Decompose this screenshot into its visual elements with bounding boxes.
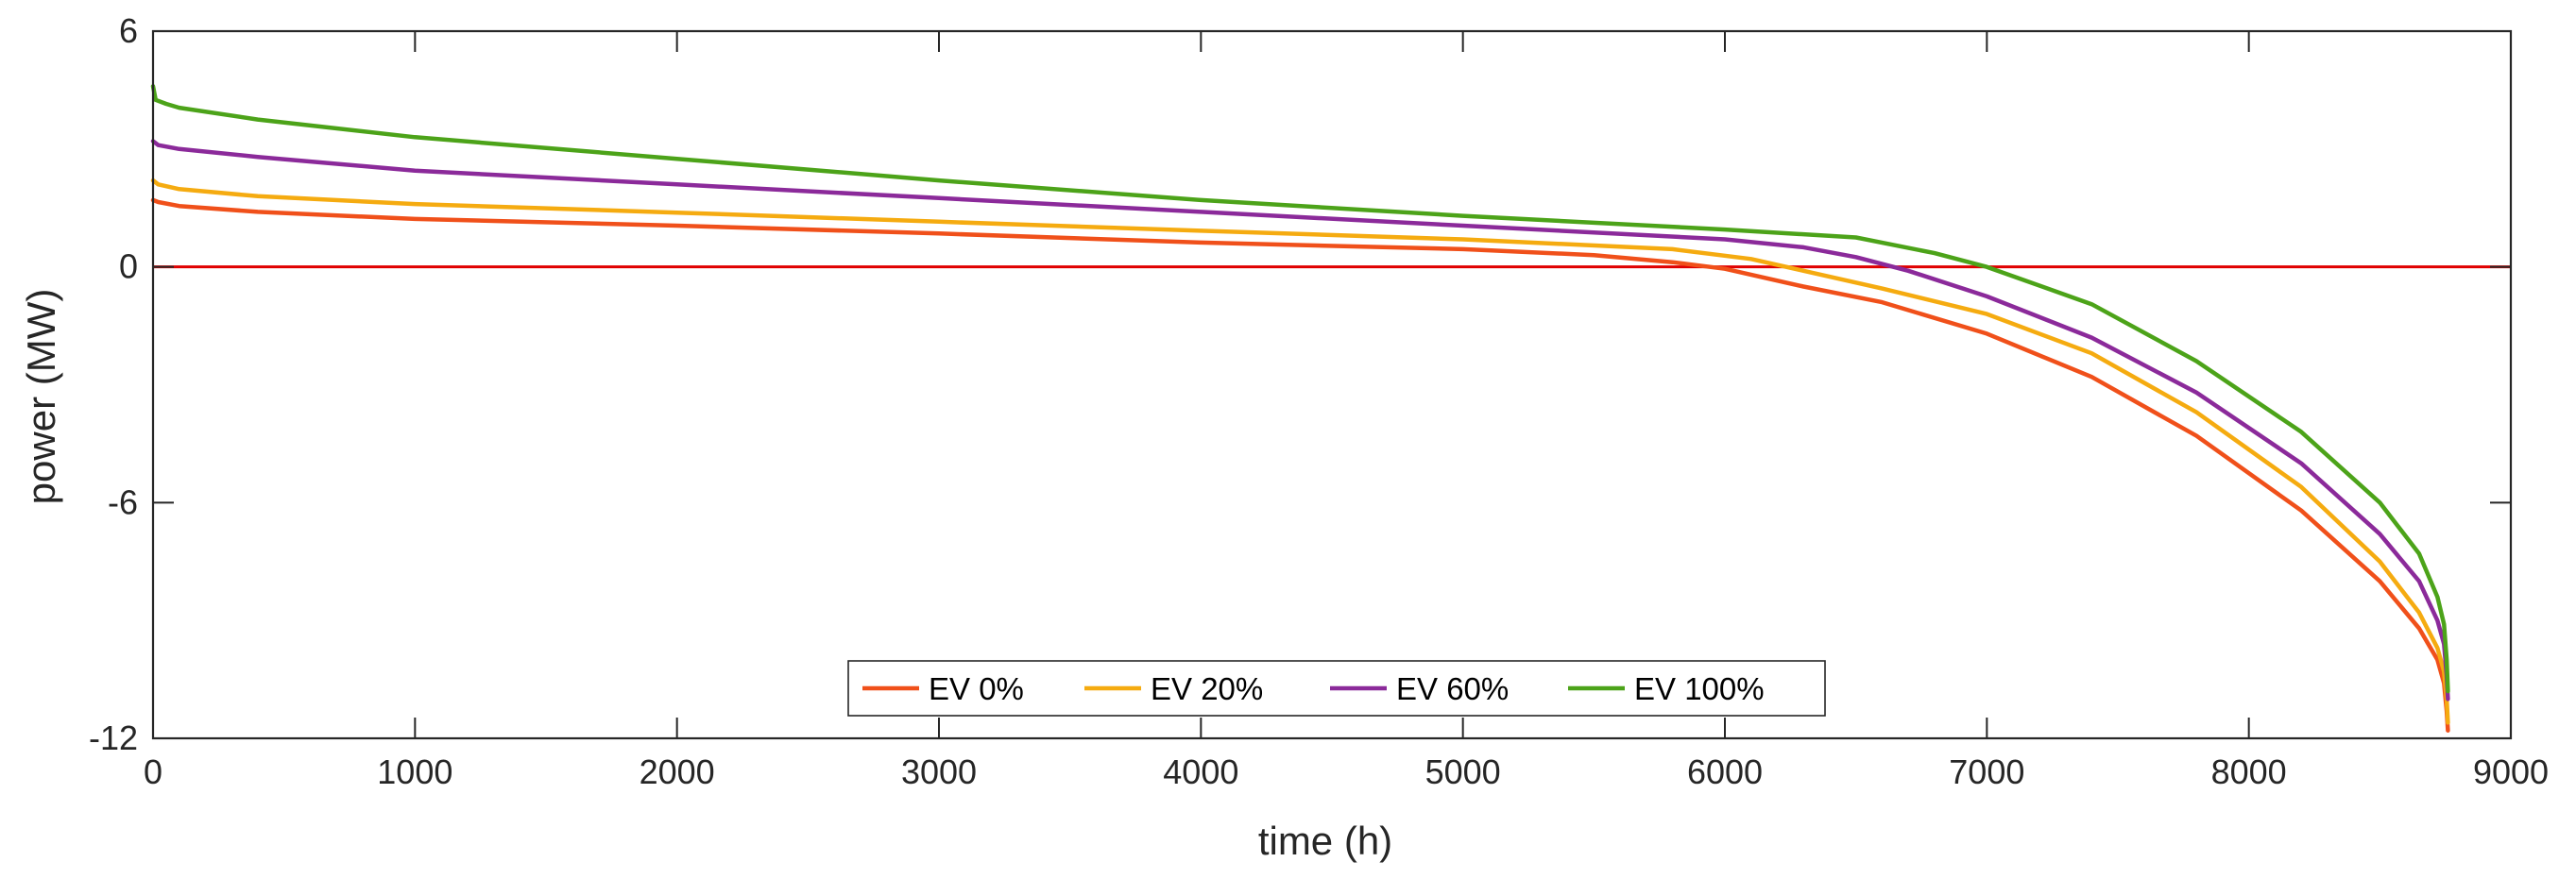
series-line-ev-60 bbox=[150, 139, 2450, 702]
ticks-layer: 0 1000 2000 3000 4000 5000 6000 7000 8000 9000 -12… bbox=[89, 11, 2549, 791]
x-tick-label: 6000 bbox=[1687, 752, 1763, 791]
y-tick-label: 6 bbox=[119, 11, 138, 50]
series-line-ev-20 bbox=[150, 177, 2450, 725]
y-tick-label: -12 bbox=[89, 718, 138, 757]
x-tick-label: 7000 bbox=[1949, 752, 2024, 791]
x-tick-label: 9000 bbox=[2473, 752, 2549, 791]
legend-label-ev-100: EV 100% bbox=[1634, 671, 1765, 706]
legend-label-ev-60: EV 60% bbox=[1396, 671, 1509, 706]
x-axis-label: time (h) bbox=[1258, 819, 1392, 863]
y-tick-label: 0 bbox=[119, 247, 138, 286]
labels-layer: time (h) power (MW) bbox=[19, 289, 1392, 863]
legend-label-ev-20: EV 20% bbox=[1151, 671, 1263, 706]
series-layer bbox=[150, 84, 2450, 733]
y-axis-label: power (MW) bbox=[19, 289, 63, 505]
x-tick-label: 8000 bbox=[2211, 752, 2287, 791]
x-tick-label: 0 bbox=[144, 752, 162, 791]
axes-layer bbox=[151, 29, 2513, 740]
plot-frame bbox=[151, 29, 2513, 740]
series-line-ev-0 bbox=[150, 197, 2450, 733]
x-tick-label: 4000 bbox=[1163, 752, 1238, 791]
y-tick-label: -6 bbox=[108, 482, 138, 521]
x-tick-label: 2000 bbox=[640, 752, 715, 791]
x-tick-label: 5000 bbox=[1425, 752, 1501, 791]
series-line-ev-100 bbox=[150, 84, 2450, 694]
x-tick-label: 1000 bbox=[377, 752, 452, 791]
legend-label-ev-0: EV 0% bbox=[929, 671, 1024, 706]
x-tick-label: 3000 bbox=[901, 752, 977, 791]
legend: EV 0% EV 20% EV 60% EV 100% bbox=[847, 660, 1826, 717]
